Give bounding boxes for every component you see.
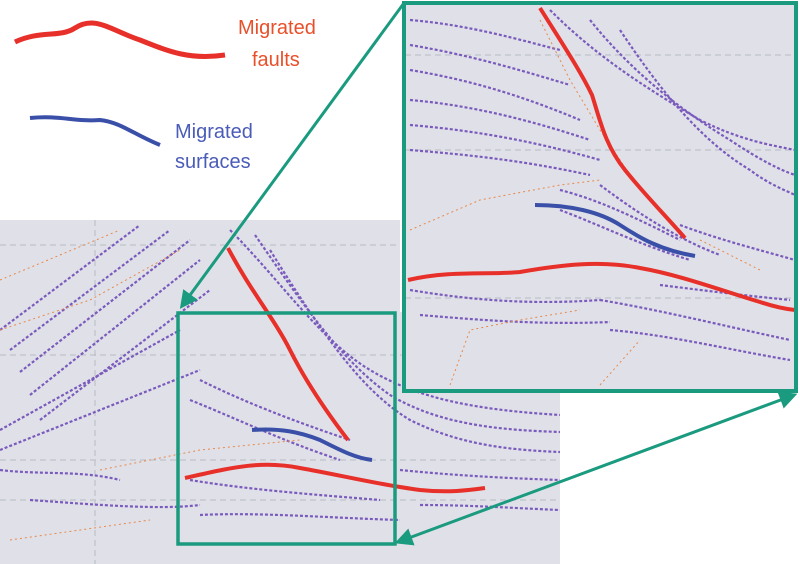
seismic-trace xyxy=(599,298,791,342)
seismic-trace xyxy=(0,229,121,281)
zoom-arrow xyxy=(179,2,406,309)
fault-line xyxy=(538,6,687,240)
seismic-trace xyxy=(409,288,601,304)
seismic-trace xyxy=(19,239,191,373)
seismic-trace xyxy=(619,29,795,196)
seismic-trace xyxy=(409,68,581,122)
seismic-trace xyxy=(699,239,761,271)
seismic-trace xyxy=(679,223,795,262)
seismic-trace xyxy=(589,19,795,177)
seismic-trace xyxy=(9,519,151,541)
surface-line xyxy=(534,203,696,258)
fault-line xyxy=(226,247,350,442)
seismic-trace xyxy=(659,283,791,302)
inset-frame xyxy=(402,1,798,393)
seismic-trace xyxy=(0,468,121,482)
seismic-trace xyxy=(409,43,571,87)
seismic-trace xyxy=(0,368,201,452)
fault-legend-line1: Migrated xyxy=(238,17,316,39)
fault-legend-line2: faults xyxy=(252,49,300,71)
surface-legend-line2: surfaces xyxy=(175,151,251,173)
fault-line xyxy=(407,261,795,312)
seismic-trace xyxy=(559,188,681,241)
fault-legend-label: Migrated faults xyxy=(238,17,321,71)
seismic-trace xyxy=(599,339,641,386)
surface-line xyxy=(251,427,373,462)
seismic-trace xyxy=(599,184,721,257)
seismic-trace xyxy=(409,18,561,52)
surface-legend-label: Migrated surfaces xyxy=(175,121,258,173)
seismic-trace xyxy=(199,379,351,442)
seismic-trace xyxy=(39,289,211,421)
seismic-trace xyxy=(409,179,601,231)
seismic-trace xyxy=(254,234,560,434)
seismic-trace xyxy=(0,224,141,331)
fault-legend-line xyxy=(13,20,226,60)
seismic-trace xyxy=(99,439,301,471)
seismic-trace xyxy=(29,498,201,509)
seismic-trace xyxy=(9,229,171,351)
seismic-trace xyxy=(189,478,381,502)
seismic-trace xyxy=(409,98,591,142)
seismic-trace xyxy=(559,208,691,262)
seismic-trace xyxy=(409,148,591,177)
seismic-trace xyxy=(29,259,201,396)
inset-panel xyxy=(404,3,796,391)
seismic-trace xyxy=(609,328,791,362)
surface-legend-line1: Migrated xyxy=(175,121,253,143)
zoom-arrow xyxy=(394,391,798,546)
seismic-trace xyxy=(0,329,181,431)
seismic-trace xyxy=(199,513,401,522)
inset-content xyxy=(405,6,795,386)
surface-legend-line xyxy=(29,115,161,147)
seismic-trace xyxy=(0,249,181,331)
seismic-trace xyxy=(409,123,601,162)
